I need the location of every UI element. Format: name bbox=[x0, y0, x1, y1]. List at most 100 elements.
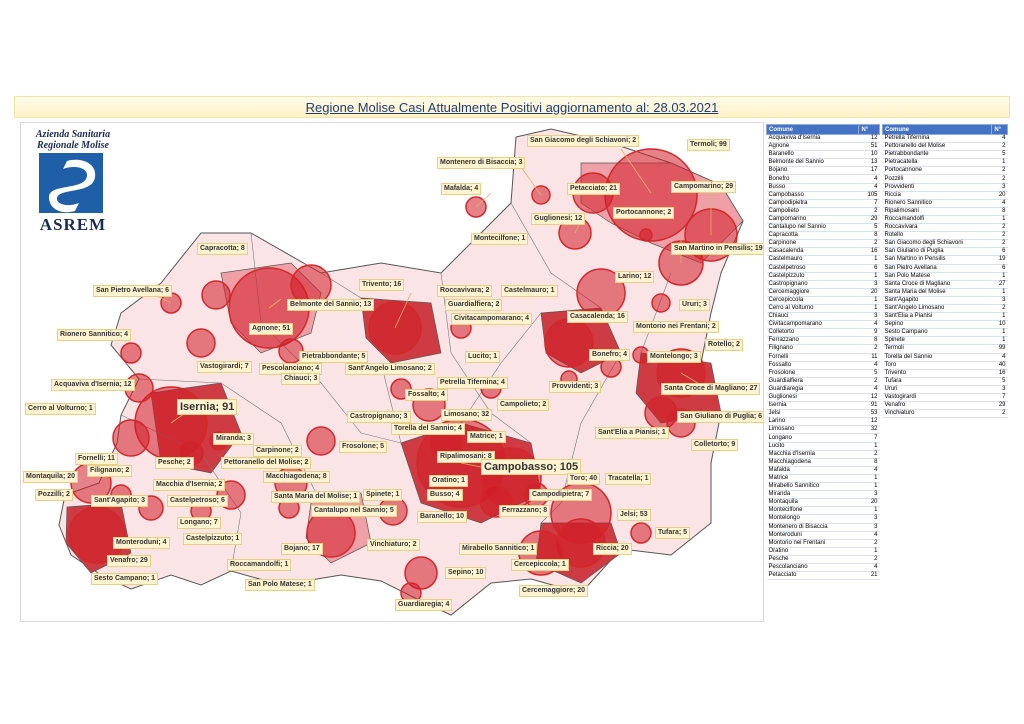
cell-count: 29 bbox=[858, 215, 880, 225]
cell-comune: Sesto Campano bbox=[882, 328, 992, 338]
label-belmonte: Belmonte del Sannio; 13 bbox=[287, 299, 375, 311]
table-row: Ripalimosani 8 bbox=[882, 207, 1008, 216]
cell-count: 4 bbox=[858, 320, 880, 330]
label-lucito: Lucito; 1 bbox=[465, 351, 501, 363]
cases-table-right: Comune N° Petrella Tifernina 4 Pettoranell… bbox=[881, 124, 1008, 419]
label-vastogirardi: Vastogirardi; 7 bbox=[197, 361, 252, 373]
cell-count: 8 bbox=[858, 231, 880, 241]
col-n: N° bbox=[991, 124, 1008, 135]
col-comune: Comune bbox=[765, 124, 860, 135]
table-row: Vinchiaturo 2 bbox=[882, 409, 1008, 419]
cell-count: 1 bbox=[858, 474, 880, 484]
label-sepino: Sepino; 10 bbox=[445, 567, 487, 579]
cell-count: 1 bbox=[858, 442, 880, 451]
table-row: Mafalda 4 bbox=[766, 466, 880, 475]
cell-count: 4 bbox=[858, 531, 880, 540]
label-carpinone: Carpinone; 2 bbox=[253, 445, 302, 457]
table-row: Sepino 10 bbox=[882, 320, 1008, 330]
table-row: Cantalupo nel Sannio 5 bbox=[766, 223, 880, 233]
cell-comune: Matrice bbox=[766, 474, 859, 484]
cell-comune: Campolieto bbox=[766, 207, 859, 216]
table-row: Santa Croce di Magliano 27 bbox=[882, 280, 1008, 289]
cell-comune: Montaquila bbox=[766, 498, 859, 508]
label-pozzilli: Pozzilli; 2 bbox=[35, 489, 73, 501]
cell-count: 1 bbox=[858, 482, 880, 492]
col-n: N° bbox=[858, 124, 880, 135]
label-guardiaregia: Guardiaregia; 4 bbox=[395, 599, 453, 611]
cell-count: 40 bbox=[991, 361, 1008, 370]
cell-comune: Pozzilli bbox=[882, 174, 992, 184]
logo-line-2: Regionale Molise bbox=[37, 140, 109, 151]
cell-comune: Vastogirardi bbox=[882, 393, 992, 403]
cell-count: 1 bbox=[858, 272, 880, 281]
cell-count: 8 bbox=[858, 336, 880, 346]
marker-capracotta bbox=[201, 280, 231, 310]
label-oratino: Oratino; 1 bbox=[429, 475, 469, 487]
cell-count: 105 bbox=[858, 191, 880, 200]
cell-comune: Campobasso bbox=[766, 191, 859, 200]
label-ferrazzano: Ferrazzano; 8 bbox=[499, 505, 551, 517]
cell-count: 10 bbox=[991, 320, 1008, 330]
label-monteroduni: Monteroduni; 4 bbox=[113, 537, 170, 549]
cell-count: 1 bbox=[991, 328, 1008, 338]
col-comune: Comune bbox=[881, 124, 993, 135]
cell-comune: Castelpetroso bbox=[766, 264, 859, 273]
label-pietrabbondante: Pietrabbondante; 5 bbox=[299, 351, 369, 363]
table-row: Sant'Angelo Limosano 2 bbox=[882, 304, 1008, 314]
table-row: Tufara 5 bbox=[882, 377, 1008, 386]
cell-comune: Santa Croce di Magliano bbox=[882, 280, 992, 289]
cell-comune: Civitacampomarano bbox=[766, 320, 859, 330]
marker-tufara bbox=[630, 522, 652, 544]
cell-comune: Pietrabbondante bbox=[882, 150, 992, 160]
cell-count: 12 bbox=[858, 393, 880, 403]
table-row: Miranda 3 bbox=[766, 490, 880, 500]
cell-comune: Montelongo bbox=[766, 514, 859, 524]
cell-comune: Monteroduni bbox=[766, 531, 859, 540]
cell-count: 5 bbox=[858, 369, 880, 378]
table-row: Montaquila 20 bbox=[766, 498, 880, 508]
label-sg-puglia: San Giuliano di Puglia; 6 bbox=[677, 411, 763, 423]
cell-comune: Castelmauro bbox=[766, 255, 859, 265]
cell-comune: Bojano bbox=[766, 166, 859, 176]
logo-line-1: Azienda Sanitaria bbox=[35, 129, 111, 140]
label-sm-molise: Santa Maria del Molise; 1 bbox=[271, 491, 361, 503]
cell-count: 2 bbox=[991, 142, 1008, 152]
cell-comune: Trivento bbox=[882, 369, 992, 378]
cell-comune: Cercepiccola bbox=[766, 296, 859, 305]
cell-count: 10 bbox=[858, 150, 880, 160]
cell-comune: Guglionesi bbox=[766, 393, 859, 403]
label-castelpizzuto: Castelpizzuto; 1 bbox=[183, 533, 243, 545]
marker-ururi bbox=[651, 293, 671, 313]
table-row: Montorio nei Frentani 2 bbox=[766, 539, 880, 548]
table-row: Fossalto 4 bbox=[766, 361, 880, 370]
cell-comune: Guardiaregia bbox=[766, 385, 859, 395]
cell-comune: Pescolanciano bbox=[766, 563, 859, 573]
table-row: Agnone 51 bbox=[766, 142, 880, 152]
table-header-row: Comune N° bbox=[881, 124, 1008, 135]
label-venafro: Venafro; 29 bbox=[107, 555, 151, 567]
cell-comune: Guardialfiera bbox=[766, 377, 859, 386]
cell-comune: Colletorto bbox=[766, 328, 859, 338]
table-row: Campomarino 29 bbox=[766, 215, 880, 225]
label-isernia: Isernia; 91 bbox=[177, 399, 238, 415]
cell-comune: Cantalupo nel Sannio bbox=[766, 223, 859, 233]
table-row: Baranello 10 bbox=[766, 150, 880, 160]
cell-count: 1 bbox=[991, 158, 1008, 168]
cell-count: 51 bbox=[858, 142, 880, 152]
label-capracotta: Capracotta; 8 bbox=[197, 243, 248, 255]
label-limosano: Limosano; 32 bbox=[441, 409, 493, 421]
cell-count: 29 bbox=[991, 401, 1008, 411]
label-roccavivara: Roccavivara; 2 bbox=[437, 285, 493, 297]
marker-vastogirardi bbox=[186, 328, 216, 358]
asrem-emblem-icon bbox=[39, 153, 103, 213]
cell-comune: Tufara bbox=[882, 377, 992, 386]
label-matrice: Matrice; 1 bbox=[467, 431, 506, 443]
label-riccia: Riccia; 20 bbox=[593, 543, 632, 555]
cell-count: 2 bbox=[858, 207, 880, 216]
cell-comune: Cerro al Volturno bbox=[766, 304, 859, 314]
cell-comune: Agnone bbox=[766, 142, 859, 152]
table-row: Frosolone 5 bbox=[766, 369, 880, 378]
table-row: Pietracatella 1 bbox=[882, 158, 1008, 168]
label-mirabello: Mirabello Sannitico; 1 bbox=[459, 543, 538, 555]
cell-comune: Provvidenti bbox=[882, 183, 992, 192]
